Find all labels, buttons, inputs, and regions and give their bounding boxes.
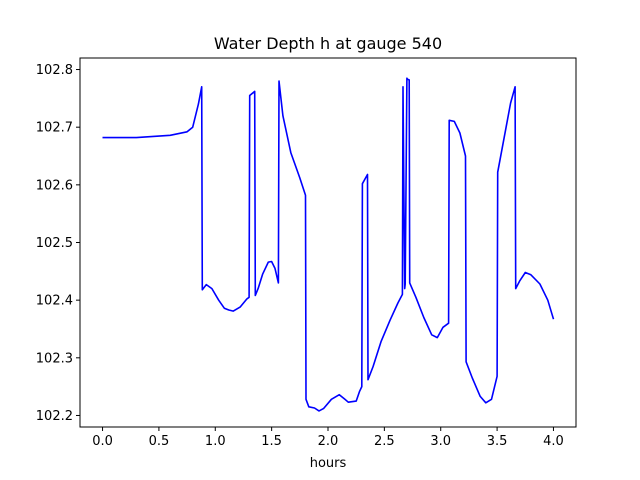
y-tick-label: 102.2	[36, 409, 73, 424]
x-tick-label: 0.5	[149, 434, 170, 449]
chart-title: Water Depth h at gauge 540	[214, 34, 442, 53]
x-tick-label: 1.0	[205, 434, 226, 449]
x-tick-label: 4.0	[543, 434, 564, 449]
x-tick-label: 3.0	[430, 434, 451, 449]
x-tick-label: 3.5	[487, 434, 508, 449]
y-axis: 102.2 102.3 102.4 102.5 102.6 102.7 102.8	[36, 63, 80, 424]
plot-frame	[79, 57, 577, 428]
x-axis-label: hours	[310, 456, 347, 471]
y-tick-label: 102.5	[36, 236, 73, 251]
y-tick-label: 102.3	[36, 351, 73, 366]
series-line-0	[102, 77, 555, 412]
x-tick-label: 0.0	[92, 434, 113, 449]
plot-area	[102, 77, 555, 412]
x-tick-label: 2.0	[318, 434, 339, 449]
x-axis: 0.0 0.5 1.0 1.5 2.0 2.5 3.0 3.5 4.0	[92, 427, 564, 449]
y-tick-label: 102.7	[36, 121, 73, 136]
y-tick-label: 102.6	[36, 178, 73, 193]
x-tick-label: 1.5	[261, 434, 282, 449]
y-tick-label: 102.8	[36, 63, 73, 78]
y-tick-label: 102.4	[36, 294, 73, 309]
x-tick-label: 2.5	[374, 434, 395, 449]
